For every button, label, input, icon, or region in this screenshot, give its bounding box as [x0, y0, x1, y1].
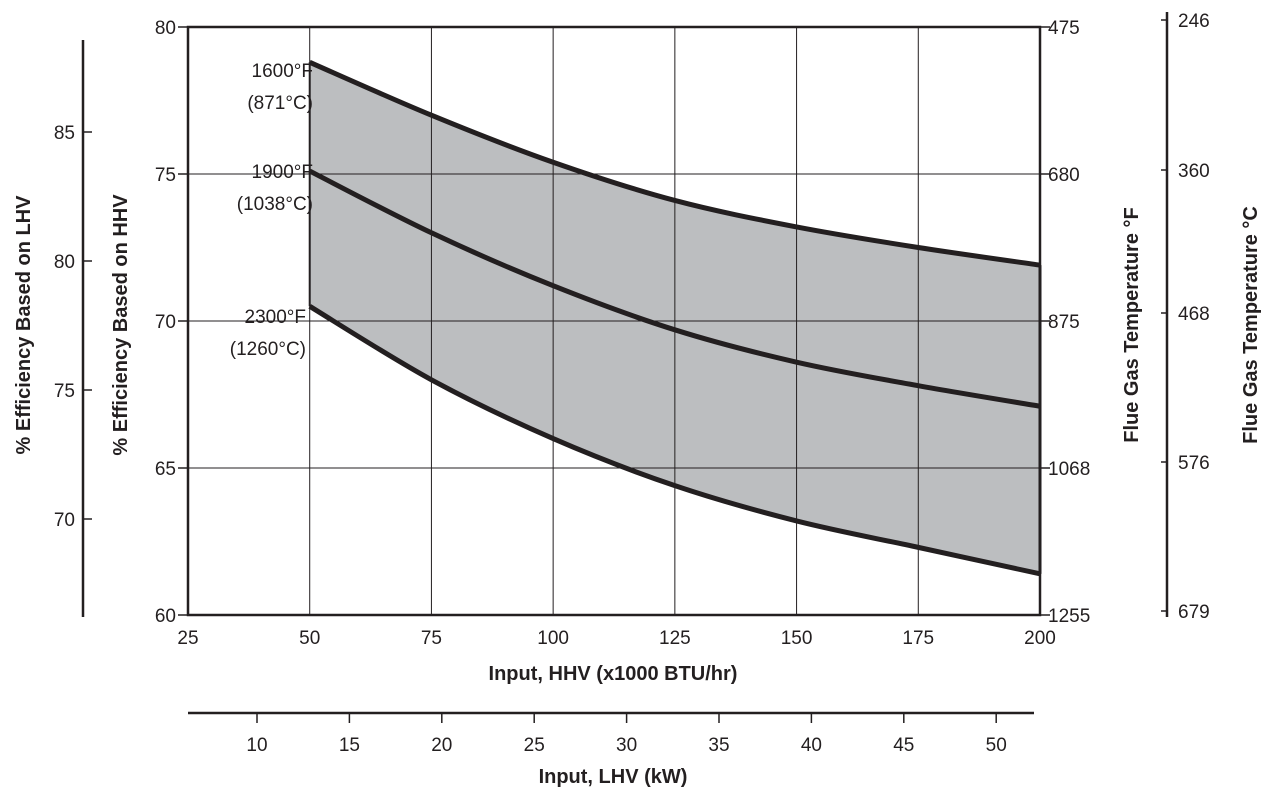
flue-c-tick-label: 360 [1178, 161, 1210, 182]
y-tick-label: 80 [155, 18, 176, 39]
flue-f-tick-label: 1255 [1048, 606, 1090, 627]
y-axis-title-lhv: % Efficiency Based on LHV [13, 195, 35, 455]
y-axis-title-flue-f: Flue Gas Temperature °F [1121, 207, 1143, 442]
kw-tick-label: 15 [339, 735, 360, 756]
curve-label-1900: 1900°F (1038°C) [237, 162, 313, 215]
kw-tick-label: 35 [708, 735, 729, 756]
curve-label-1600: 1600°F (871°C) [247, 61, 313, 114]
lhv-tick-label: 75 [54, 381, 75, 402]
y-tick-label: 60 [155, 606, 176, 627]
kw-tick-label: 10 [246, 735, 267, 756]
flue-c-tick-label: 246 [1178, 11, 1210, 32]
kw-tick-label: 25 [524, 735, 545, 756]
plot-layer [188, 26, 1042, 615]
flue-c-tick-label: 576 [1178, 453, 1210, 474]
flue-c-tick-label: 468 [1178, 304, 1210, 325]
x-tick-label: 175 [902, 628, 934, 649]
x-tick-label: 100 [537, 628, 569, 649]
y-tick-label: 70 [155, 312, 176, 333]
x-tick-label: 200 [1024, 628, 1056, 649]
x-tick-label: 75 [421, 628, 442, 649]
curve-label-line: (1038°C) [237, 194, 313, 215]
axes-layer: 25 50 75 100 125 150 175 200 60 65 70 75 80 70 75 80 85 4… [54, 11, 1210, 756]
x-tick-label: 50 [299, 628, 320, 649]
x2-axis-title: Input, LHV (kW) [539, 766, 688, 788]
series-line-3 [308, 304, 1041, 577]
curve-label-line: 1900°F [252, 162, 313, 183]
flue-c-tick-label: 679 [1178, 602, 1210, 623]
x-tick-label: 125 [659, 628, 691, 649]
y-axis-title-flue-c: Flue Gas Temperature °C [1240, 206, 1262, 444]
flue-f-tick-label: 1068 [1048, 459, 1090, 480]
curve-label-line: 1600°F [252, 61, 313, 82]
x-tick-label: 150 [781, 628, 813, 649]
y-tick-label: 75 [155, 165, 176, 186]
kw-tick-label: 50 [986, 735, 1007, 756]
y-axis-title-hhv: % Efficiency Based on HHV [110, 194, 132, 456]
flue-f-tick-label: 475 [1048, 18, 1080, 39]
series-line-2 [308, 168, 1041, 409]
lhv-tick-label: 80 [54, 252, 75, 273]
x-tick-label: 25 [177, 628, 198, 649]
curve-label-line: (1260°C) [230, 339, 306, 360]
kw-tick-label: 20 [431, 735, 452, 756]
series-line-1 [308, 59, 1041, 268]
kw-tick-label: 40 [801, 735, 822, 756]
curve-label-2300: 2300°F (1260°C) [230, 307, 306, 360]
flue-f-tick-label: 875 [1048, 312, 1080, 333]
y-tick-label: 65 [155, 459, 176, 480]
kw-tick-label: 45 [893, 735, 914, 756]
x-axis-title: Input, HHV (x1000 BTU/hr) [489, 663, 738, 685]
curve-label-line: 2300°F [245, 307, 306, 328]
flue-f-tick-label: 680 [1048, 165, 1080, 186]
lhv-tick-label: 70 [54, 510, 75, 531]
curve-label-line: (871°C) [247, 93, 313, 114]
lhv-tick-label: 85 [54, 123, 75, 144]
kw-tick-label: 30 [616, 735, 637, 756]
